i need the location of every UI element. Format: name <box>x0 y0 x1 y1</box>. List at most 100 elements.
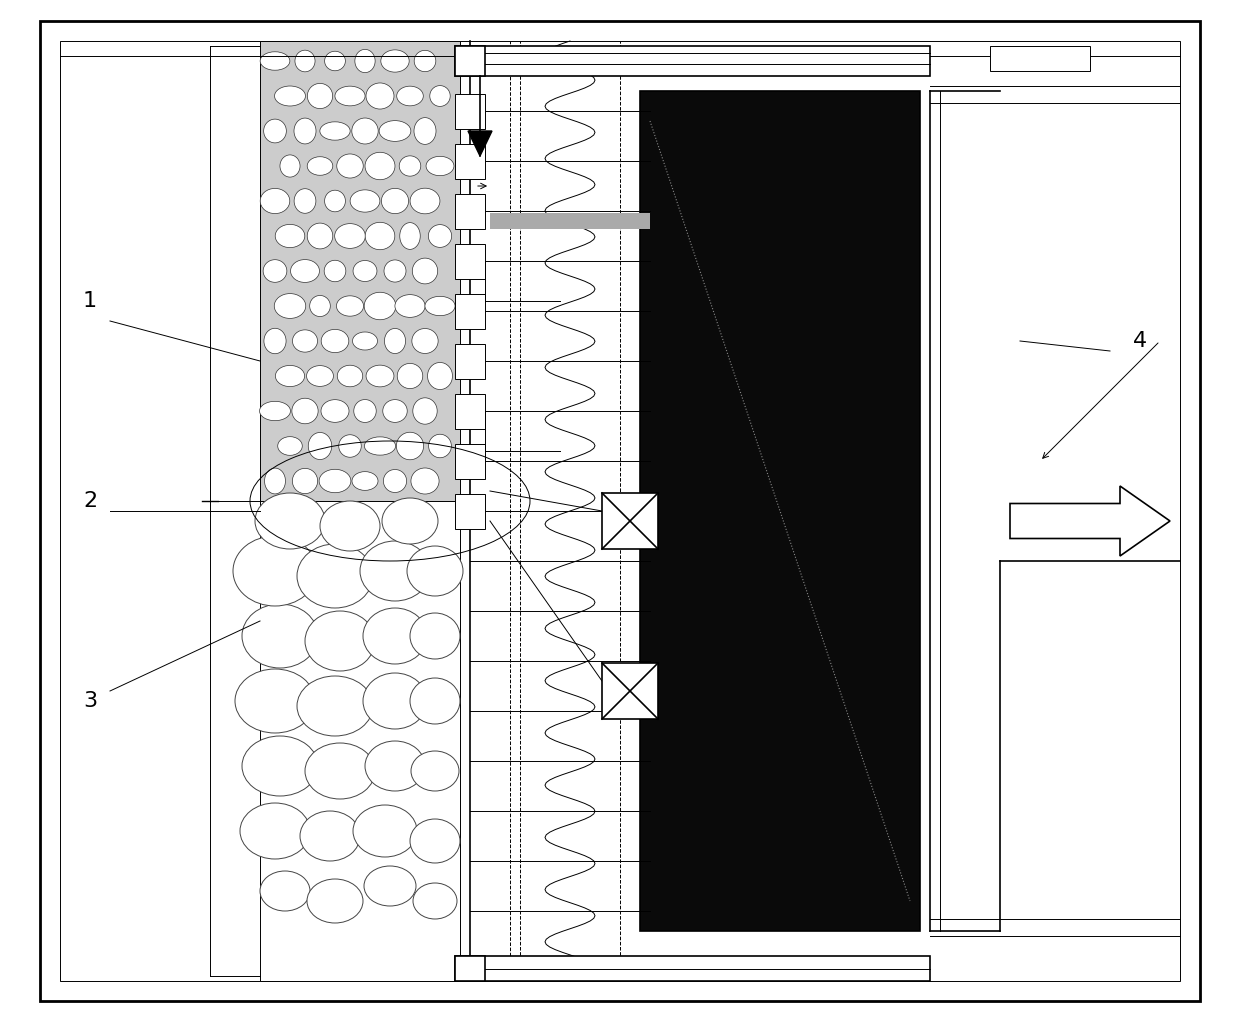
Ellipse shape <box>430 86 450 106</box>
Text: 3: 3 <box>83 691 97 711</box>
Ellipse shape <box>275 225 305 247</box>
Ellipse shape <box>337 365 363 386</box>
Ellipse shape <box>352 118 378 144</box>
Bar <box>455 143 485 179</box>
Ellipse shape <box>382 188 409 214</box>
Ellipse shape <box>382 498 438 544</box>
Ellipse shape <box>294 189 316 214</box>
Ellipse shape <box>365 292 396 320</box>
Bar <box>640 91 920 931</box>
Ellipse shape <box>335 224 366 248</box>
Ellipse shape <box>310 295 330 317</box>
Ellipse shape <box>291 399 319 424</box>
Ellipse shape <box>308 879 363 923</box>
Ellipse shape <box>294 119 316 144</box>
Text: 1: 1 <box>83 291 97 311</box>
Ellipse shape <box>394 294 425 318</box>
Ellipse shape <box>397 432 424 460</box>
Ellipse shape <box>413 259 438 284</box>
Ellipse shape <box>410 613 460 659</box>
Ellipse shape <box>295 50 315 72</box>
Ellipse shape <box>428 363 453 389</box>
Ellipse shape <box>263 260 286 282</box>
Bar <box>455 343 485 378</box>
Ellipse shape <box>298 676 373 736</box>
Ellipse shape <box>321 329 348 353</box>
Ellipse shape <box>428 225 451 247</box>
Ellipse shape <box>242 736 317 796</box>
Bar <box>601 663 658 719</box>
Bar <box>455 956 930 981</box>
Ellipse shape <box>264 328 286 354</box>
Ellipse shape <box>381 50 409 73</box>
Ellipse shape <box>365 866 415 905</box>
Ellipse shape <box>242 604 317 668</box>
Ellipse shape <box>366 365 394 387</box>
Ellipse shape <box>427 156 454 176</box>
Ellipse shape <box>336 295 363 316</box>
Ellipse shape <box>366 83 394 109</box>
Ellipse shape <box>306 366 334 386</box>
Ellipse shape <box>293 330 317 353</box>
Ellipse shape <box>352 332 377 350</box>
Ellipse shape <box>274 86 305 106</box>
Bar <box>455 46 485 76</box>
Ellipse shape <box>255 493 325 549</box>
Ellipse shape <box>325 51 346 71</box>
Ellipse shape <box>321 400 348 422</box>
Bar <box>260 41 460 501</box>
Ellipse shape <box>353 400 376 422</box>
Ellipse shape <box>384 260 405 282</box>
Text: 4: 4 <box>1133 331 1147 351</box>
Ellipse shape <box>410 819 460 863</box>
Bar <box>455 444 485 478</box>
Ellipse shape <box>397 86 423 106</box>
Ellipse shape <box>298 544 373 608</box>
Ellipse shape <box>264 468 285 494</box>
Ellipse shape <box>320 122 350 140</box>
Ellipse shape <box>293 468 317 494</box>
Ellipse shape <box>365 741 425 791</box>
Ellipse shape <box>308 84 332 108</box>
Bar <box>490 213 650 229</box>
Ellipse shape <box>309 432 332 460</box>
Ellipse shape <box>353 805 417 857</box>
Ellipse shape <box>425 296 455 316</box>
Ellipse shape <box>280 155 300 177</box>
Ellipse shape <box>260 871 310 911</box>
Text: 2: 2 <box>83 491 97 511</box>
Ellipse shape <box>337 154 363 178</box>
Ellipse shape <box>379 121 410 141</box>
Bar <box>455 243 485 279</box>
Bar <box>455 494 485 528</box>
Ellipse shape <box>275 366 305 386</box>
Ellipse shape <box>399 223 420 249</box>
Ellipse shape <box>339 434 361 457</box>
Ellipse shape <box>360 541 430 601</box>
Ellipse shape <box>236 669 315 733</box>
Bar <box>455 93 485 129</box>
Bar <box>455 193 485 229</box>
Ellipse shape <box>384 328 405 354</box>
Ellipse shape <box>300 811 360 861</box>
Ellipse shape <box>410 751 459 791</box>
Ellipse shape <box>365 152 396 180</box>
Ellipse shape <box>383 400 407 422</box>
Bar <box>455 46 930 76</box>
Ellipse shape <box>320 501 379 551</box>
Ellipse shape <box>233 536 317 606</box>
Ellipse shape <box>350 190 379 213</box>
Ellipse shape <box>278 436 303 456</box>
Ellipse shape <box>410 678 460 724</box>
Polygon shape <box>467 131 492 156</box>
Ellipse shape <box>413 883 458 919</box>
Ellipse shape <box>355 49 376 73</box>
Ellipse shape <box>308 156 332 176</box>
Ellipse shape <box>259 402 290 421</box>
Ellipse shape <box>264 120 286 143</box>
Ellipse shape <box>383 469 407 493</box>
Ellipse shape <box>410 468 439 494</box>
Ellipse shape <box>410 188 440 214</box>
Ellipse shape <box>305 611 374 671</box>
Ellipse shape <box>274 293 306 319</box>
